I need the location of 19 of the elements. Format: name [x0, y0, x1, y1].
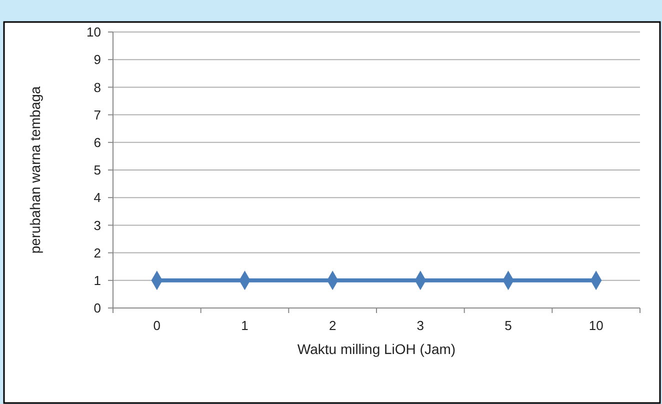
y-tick-label: 5	[94, 162, 101, 178]
y-tick-label: 7	[94, 107, 101, 122]
y-tick-label: 2	[94, 245, 101, 260]
x-axis-title: Waktu milling LiOH (Jam)	[297, 341, 456, 357]
y-tick-label: 0	[94, 300, 101, 316]
y-tick-label: 8	[94, 80, 101, 95]
y-axis-title: perubahan warna tembaga	[27, 86, 43, 254]
x-tick-label: 10	[588, 318, 604, 333]
y-tick-label: 3	[94, 218, 101, 233]
y-tick-label: 9	[94, 52, 101, 68]
x-tick-label: 0	[153, 318, 161, 333]
x-tick-label: 3	[416, 318, 424, 333]
y-tick-label: 6	[94, 134, 101, 150]
y-tick-label: 1	[94, 272, 101, 288]
x-tick-label: 1	[241, 318, 248, 333]
y-tick-label: 10	[86, 24, 101, 40]
x-tick-label: 5	[504, 318, 512, 333]
x-tick-label: 2	[328, 318, 336, 333]
y-tick-label: 4	[94, 190, 101, 206]
